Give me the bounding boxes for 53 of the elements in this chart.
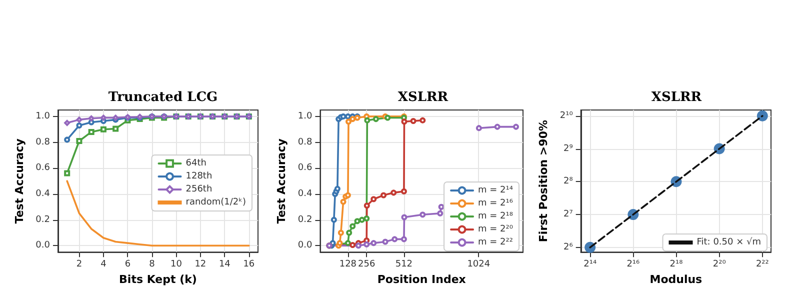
x-tick-label: 256 <box>358 260 376 270</box>
legend-label: 64th <box>186 158 206 168</box>
y-tick-label: 0.8 <box>36 137 50 148</box>
x-tick-label: 2 <box>76 260 82 270</box>
x-tick-label: 2¹⁸ <box>670 260 684 270</box>
x-tick-label: 8 <box>149 260 156 270</box>
chart-title: Truncated LCG <box>108 90 218 105</box>
y-tick-label: 0.2 <box>36 214 50 225</box>
y-axis-title: Test Accuracy <box>275 138 288 224</box>
x-tick-label: 16 <box>243 260 255 270</box>
y-tick-label: 1.0 <box>298 111 312 122</box>
y-tick-label: 0.6 <box>36 163 50 174</box>
y-tick-label: 0.2 <box>298 214 312 225</box>
chart-title: XSLRR <box>398 90 448 105</box>
y-tick-label: 2¹⁰ <box>560 110 574 121</box>
y-tick-label: 2⁷ <box>564 210 574 220</box>
y-tick-label: 2⁸ <box>564 176 574 187</box>
x-tick-label: 2¹⁴ <box>584 260 597 270</box>
x-axis-title: Position Index <box>377 273 466 286</box>
legend-label: m = 2²⁰ <box>478 224 514 234</box>
y-tick-label: 0.8 <box>298 137 312 148</box>
y-tick-label: 2⁶ <box>564 242 574 252</box>
y-tick-label: 2⁹ <box>564 144 574 154</box>
x-tick-label: 10 <box>170 260 182 270</box>
legend-label: 256th <box>186 184 212 194</box>
y-tick-label: 0.0 <box>298 240 312 251</box>
x-tick-label: 2¹⁶ <box>626 260 640 270</box>
y-axis-title: Test Accuracy <box>12 138 26 224</box>
legend-label: m = 2¹⁸ <box>478 212 514 222</box>
x-tick-label: 2²² <box>756 260 770 270</box>
y-tick-label: 0.6 <box>298 163 312 174</box>
legend-label: m = 2²² <box>478 238 514 248</box>
x-tick-label: 2²⁰ <box>712 260 726 270</box>
legend-label: random(1/2ᵏ) <box>186 198 246 208</box>
x-tick-label: 12 <box>194 260 206 270</box>
y-tick-label: 0.0 <box>36 240 50 251</box>
x-tick-label: 128 <box>339 260 357 270</box>
legend-label: 128th <box>186 172 212 182</box>
x-tick-label: 4 <box>100 260 107 270</box>
legend-label: Fit: 0.50 × √m <box>696 236 761 248</box>
y-axis-title: First Position >90% <box>537 120 550 242</box>
y-tick-label: 1.0 <box>36 111 50 122</box>
y-tick-label: 0.4 <box>298 188 312 199</box>
x-axis-title: Bits Kept (k) <box>119 273 197 286</box>
chart-title: XSLRR <box>651 90 702 105</box>
x-axis-title: Modulus <box>650 273 703 286</box>
legend-label: m = 2¹⁶ <box>478 198 514 208</box>
legend-label: m = 2¹⁴ <box>478 186 514 196</box>
x-tick-label: 512 <box>395 260 413 270</box>
x-tick-label: 6 <box>124 260 131 270</box>
y-tick-label: 0.4 <box>36 188 50 199</box>
x-tick-label: 1024 <box>467 260 490 270</box>
x-tick-label: 14 <box>218 260 231 270</box>
